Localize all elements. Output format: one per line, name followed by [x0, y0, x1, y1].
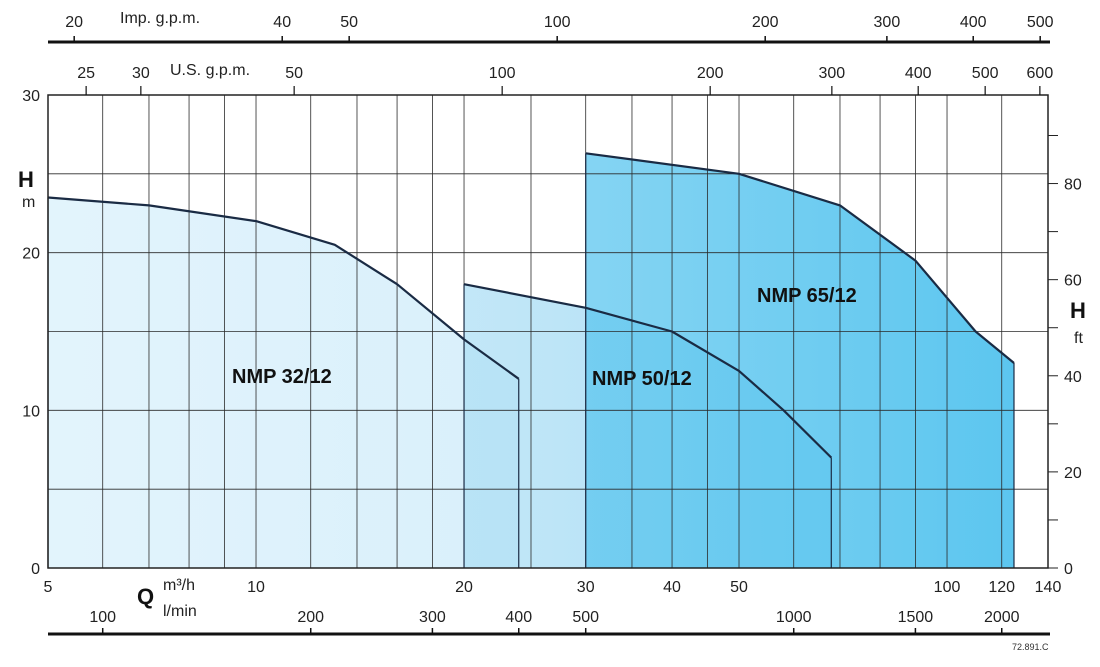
x-tick-label: 140 [1035, 579, 1062, 596]
x-tick-label: 30 [577, 579, 595, 596]
impgpm-tick-label: 50 [340, 14, 358, 31]
x-tick-label: 100 [934, 579, 961, 596]
usgpm-tick-label: 600 [1027, 65, 1054, 82]
usgpm-tick-label: 30 [132, 65, 150, 82]
usgpm-unit-label: U.S. g.p.m. [170, 62, 250, 79]
imp-gpm-unit-label: Imp. g.p.m. [120, 10, 200, 27]
series-label-2: NMP 65/12 [757, 285, 857, 307]
impgpm-tick-label: 20 [65, 14, 83, 31]
y-right-tick-label: 80 [1064, 177, 1082, 194]
lmin-tick-label: 300 [419, 609, 446, 626]
lmin-tick-label: 1000 [776, 609, 812, 626]
x-axis-title: Q [137, 584, 154, 609]
y-left-tick-label: 30 [22, 88, 40, 105]
series-area-0 [48, 197, 519, 568]
y-right-tick-label: 40 [1064, 369, 1082, 386]
x-tick-label: 5 [44, 579, 53, 596]
lmin-tick-label: 200 [297, 609, 324, 626]
usgpm-tick-label: 500 [972, 65, 999, 82]
y-right-tick-label: 0 [1064, 561, 1073, 578]
series-area-2 [585, 153, 1014, 569]
y-left-tick-label: 10 [22, 403, 40, 420]
impgpm-tick-label: 100 [544, 14, 571, 31]
x-tick-label: 10 [247, 579, 265, 596]
y-left-tick-label: 0 [31, 561, 40, 578]
series-curves [47, 152, 1015, 568]
figure-code: 72.891.C [1012, 642, 1049, 652]
x-tick-label: 120 [988, 579, 1015, 596]
series-labels: NMP 32/12 NMP 50/12 NMP 65/12 [232, 285, 857, 390]
impgpm-tick-label: 400 [960, 14, 987, 31]
y-right-unit: ft [1074, 330, 1083, 347]
series-curve-2 [585, 152, 1015, 364]
y-left-unit: m [22, 194, 35, 211]
usgpm-tick-label: 300 [819, 65, 846, 82]
y-right-title: H [1070, 298, 1086, 323]
usgpm-tick-label: 100 [489, 65, 516, 82]
y-right-tick-label: 20 [1064, 465, 1082, 482]
impgpm-tick-label: 500 [1027, 14, 1054, 31]
plot-frame [47, 94, 1049, 569]
lmin-tick-label: 100 [89, 609, 116, 626]
impgpm-tick-label: 200 [752, 14, 779, 31]
impgpm-tick-label: 40 [273, 14, 291, 31]
usgpm-tick-label: 25 [77, 65, 95, 82]
y-left-tick-label: 20 [22, 246, 40, 263]
y-left-title: H [18, 167, 34, 192]
y-right-tick-label: 60 [1064, 273, 1082, 290]
x-tick-label: 20 [455, 579, 473, 596]
usgpm-tick-label: 200 [697, 65, 724, 82]
lmin-tick-label: 400 [505, 609, 532, 626]
series-areas [48, 153, 1014, 569]
x-tick-label: 50 [730, 579, 748, 596]
x-tick-label: 40 [663, 579, 681, 596]
x-axis-unit: m³/h [163, 577, 195, 594]
lmin-tick-label: 500 [572, 609, 599, 626]
series-label-0: NMP 32/12 [232, 366, 332, 388]
usgpm-tick-label: 50 [285, 65, 303, 82]
lmin-unit-label: l/min [163, 603, 197, 620]
lmin-tick-label: 2000 [984, 609, 1020, 626]
lmin-tick-label: 1500 [898, 609, 934, 626]
impgpm-tick-label: 300 [874, 14, 901, 31]
series-label-1: NMP 50/12 [592, 368, 692, 390]
series-curve-1 [463, 283, 833, 459]
usgpm-tick-label: 400 [905, 65, 932, 82]
